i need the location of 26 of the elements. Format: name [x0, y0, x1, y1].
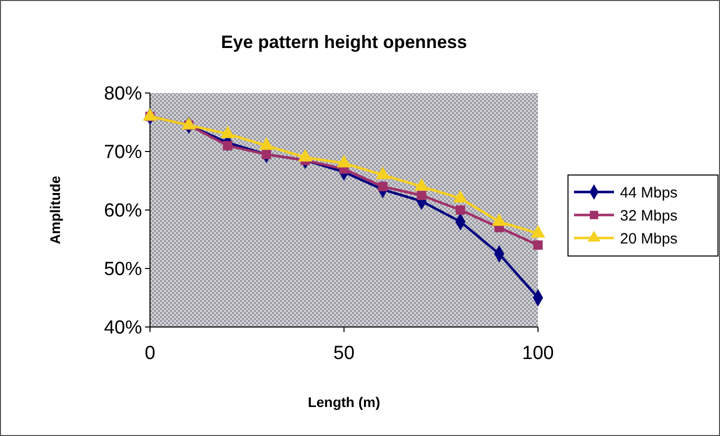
point [414, 178, 428, 191]
x-tick-label: 0 [144, 343, 156, 364]
point [416, 190, 426, 200]
x-tick-label: 50 [333, 343, 355, 364]
y-tick-label: 60% [104, 200, 142, 222]
point [337, 155, 351, 168]
y-tick-label: 40% [104, 318, 142, 339]
point [376, 167, 390, 180]
point [298, 150, 312, 162]
point [143, 108, 157, 121]
point [456, 205, 466, 215]
y-axis-title: Amplitude [47, 176, 63, 244]
chart-title: Eye pattern height openness [220, 32, 468, 52]
x-tick-label: 100 [522, 343, 554, 364]
x-axis-title: Length (m) [308, 394, 380, 410]
y-tick-label: 80% [104, 84, 142, 105]
point [220, 126, 234, 138]
point [260, 138, 274, 150]
point [222, 140, 232, 150]
y-tick-label: 70% [104, 142, 142, 164]
legend-label: 20 Mbps [620, 230, 678, 248]
point [533, 240, 543, 250]
y-tick-label: 50% [104, 259, 142, 280]
point [182, 117, 196, 130]
legend-label: 44 Mbps [620, 184, 678, 202]
legend-label: 32 Mbps [620, 207, 678, 224]
